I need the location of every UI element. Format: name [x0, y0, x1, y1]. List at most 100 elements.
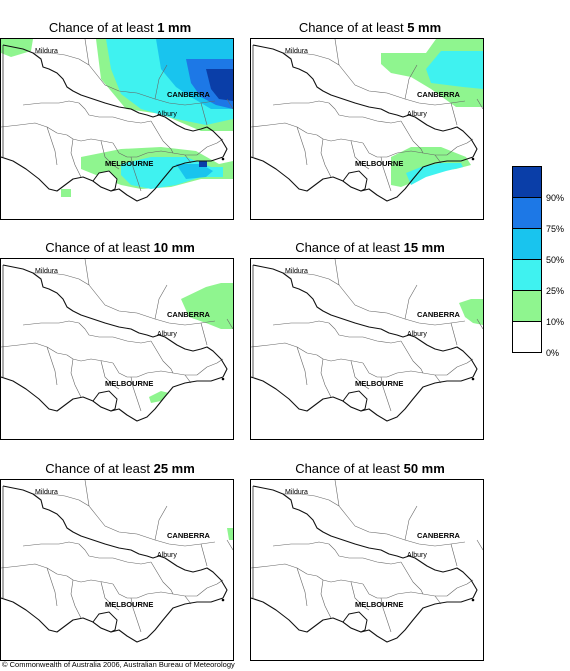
district-boundary [400, 120, 424, 154]
city-label-albury: Albury [157, 111, 177, 118]
district-boundary [22, 320, 152, 344]
city-label-albury: Albury [157, 552, 177, 559]
district-boundary [130, 376, 142, 412]
district-boundary [450, 102, 458, 126]
district-boundary [46, 567, 58, 607]
rain-probability-area [149, 391, 169, 403]
district-boundary [283, 272, 466, 326]
legend-label-0: 0% [546, 348, 560, 358]
district-boundary [296, 567, 308, 607]
district-boundary [70, 579, 82, 619]
district-boundary [446, 579, 474, 597]
district-boundary [200, 543, 208, 567]
panel-title-25mm: Chance of at least 25 mm [45, 461, 195, 476]
map-50mm: Mildura CANBERRA Albury MELBOURNE [250, 479, 484, 661]
district-boundary [154, 505, 168, 541]
district-boundary [154, 64, 168, 100]
district-boundary [200, 102, 208, 126]
city-label-canberra: CANBERRA [417, 90, 461, 99]
district-boundary [1, 563, 114, 585]
legend-label-75: 75% [546, 224, 565, 234]
district-boundary [272, 320, 402, 344]
district-boundary [334, 39, 340, 66]
city-label-canberra: CANBERRA [417, 310, 461, 319]
district-boundary [362, 362, 447, 378]
map-10mm: Mildura CANBERRA Albury MELBOURNE [0, 258, 234, 440]
district-boundary [350, 360, 370, 390]
state-border [252, 264, 478, 378]
legend-swatch-10 [512, 290, 542, 321]
city-label-mildura: Mildura [35, 48, 58, 55]
district-boundary [334, 259, 340, 286]
panel-title-1mm: Chance of at least 1 mm [48, 20, 192, 35]
panel-title-15mm: Chance of at least 15 mm [295, 240, 445, 255]
district-boundary [70, 358, 82, 398]
district-boundary [320, 579, 332, 619]
city-label-albury: Albury [157, 331, 177, 338]
district-boundary [130, 597, 142, 633]
map-canvas: Mildura CANBERRA Albury MELBOURNE [1, 39, 233, 202]
district-boundary [226, 318, 233, 330]
district-boundary [84, 259, 90, 286]
district-boundary [350, 140, 370, 170]
state-border [2, 485, 228, 599]
state-border [252, 44, 478, 158]
district-boundary [251, 563, 364, 585]
rain-probability-area [406, 163, 463, 185]
port-phillip-bay [92, 390, 118, 412]
district-boundary [251, 342, 364, 364]
district-boundary [33, 493, 216, 547]
map-canvas: Mildura CANBERRA Albury MELBOURNE [1, 480, 233, 643]
district-boundary [320, 358, 332, 398]
rain-probability-area [181, 283, 233, 329]
city-label-canberra: CANBERRA [167, 90, 211, 99]
district-boundary [400, 561, 424, 595]
city-label-mildura: Mildura [285, 48, 308, 55]
probability-legend [512, 166, 542, 353]
district-boundary [272, 100, 402, 124]
panel-title-50mm: Chance of at least 50 mm [295, 461, 445, 476]
city-label-canberra: CANBERRA [417, 531, 461, 540]
district-boundary [1, 342, 114, 364]
city-label-melbourne: MELBOURNE [355, 600, 403, 609]
port-phillip-bay [92, 611, 118, 633]
city-label-albury: Albury [407, 111, 427, 118]
state-border [2, 264, 228, 378]
legend-swatch-0 [512, 321, 542, 353]
rain-probability-area [176, 164, 213, 179]
map-canvas: Mildura CANBERRA Albury MELBOURNE [251, 480, 483, 643]
port-phillip-bay [342, 170, 368, 192]
district-boundary [296, 346, 308, 386]
gabo-island-marker [471, 377, 475, 381]
city-label-mildura: Mildura [285, 489, 308, 496]
legend-swatch-50 [512, 228, 542, 259]
gabo-island-marker [471, 598, 475, 602]
map-15mm: Mildura CANBERRA Albury MELBOURNE [250, 258, 484, 440]
district-boundary [404, 64, 418, 100]
district-boundary [196, 138, 224, 156]
city-label-melbourne: MELBOURNE [105, 600, 153, 609]
city-label-mildura: Mildura [285, 268, 308, 275]
district-boundary [130, 156, 142, 192]
district-boundary [404, 505, 418, 541]
port-phillip-bay [342, 390, 368, 412]
district-boundary [196, 358, 224, 376]
legend-label-50: 50% [546, 255, 565, 265]
city-label-albury: Albury [407, 331, 427, 338]
panel-title-5mm: Chance of at least 5 mm [298, 20, 442, 35]
district-boundary [1, 122, 114, 144]
rain-probability-area [227, 528, 233, 540]
legend-swatch-25 [512, 259, 542, 290]
district-boundary [404, 284, 418, 320]
map-5mm: Mildura CANBERRA Albury MELBOURNE [250, 38, 484, 220]
district-boundary [196, 579, 224, 597]
district-boundary [380, 376, 392, 412]
map-canvas: Mildura CANBERRA Albury MELBOURNE [251, 259, 483, 422]
district-boundary [320, 138, 332, 178]
district-boundary [226, 98, 233, 110]
district-boundary [476, 318, 483, 330]
district-boundary [350, 581, 370, 611]
district-boundary [112, 142, 197, 158]
district-boundary [362, 142, 447, 158]
legend-label-25: 25% [546, 286, 565, 296]
